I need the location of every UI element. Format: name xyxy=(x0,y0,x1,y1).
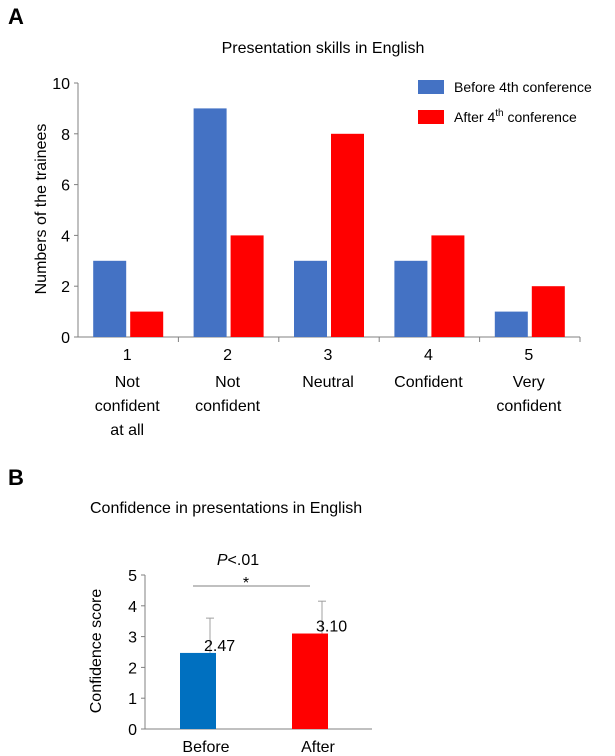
chart-b-data-label: 3.10 xyxy=(316,619,347,636)
chart-b-y-tick-label: 5 xyxy=(128,568,137,585)
chart-b-x-tick-label: After xyxy=(301,739,335,756)
chart-b-p-value: P<.01 xyxy=(217,552,259,569)
chart-a-category-description: confident xyxy=(195,398,260,415)
chart-a-category-description: Not xyxy=(115,374,140,391)
chart-a-category-description: confident xyxy=(496,398,561,415)
chart-a: 0 2 4 6 8 10 1 Not confident at all 2 Not confident 3… xyxy=(52,76,592,439)
panel-b-letter: B xyxy=(8,465,24,490)
chart-a-bar-after-2 xyxy=(230,235,264,337)
chart-a-category-description: Very xyxy=(513,374,545,391)
chart-b-y-tick-label: 3 xyxy=(128,630,137,647)
chart-b-y-tick-label: 1 xyxy=(128,691,137,708)
chart-b-title: Confidence in presentations in English xyxy=(90,500,362,517)
chart-a-x-tick-label: 1 xyxy=(123,347,132,364)
chart-a-y-tick-label: 6 xyxy=(61,178,70,195)
chart-a-bar-before-5 xyxy=(494,311,528,337)
chart-a-title: Presentation skills in English xyxy=(222,40,425,57)
chart-a-legend-label: After 4th conference xyxy=(454,108,577,125)
chart-b-y-tick-label: 2 xyxy=(128,660,137,677)
chart-b-bar-after xyxy=(292,633,328,729)
chart-a-y-axis-label: Numbers of the trainees xyxy=(33,124,50,295)
chart-a-category-description: Neutral xyxy=(302,374,354,391)
chart-b-y-tick-label: 4 xyxy=(128,599,137,616)
chart-a-category-description: at all xyxy=(110,422,144,439)
chart-a-y-tick-label: 2 xyxy=(61,279,70,296)
chart-a-x-tick-label: 2 xyxy=(223,347,232,364)
chart-a-legend-swatch xyxy=(418,110,444,124)
chart-a-bar-after-5 xyxy=(531,286,565,337)
chart-a-y-tick-label: 10 xyxy=(52,76,70,93)
chart-a-legend: Before 4th conference After 4th conferenc… xyxy=(418,79,592,125)
chart-a-bar-before-1 xyxy=(93,260,127,337)
chart-a-y-tick-label: 8 xyxy=(61,127,70,144)
chart-b-x-tick-label: Before xyxy=(182,739,229,756)
chart-b-significance-marker: * xyxy=(243,575,249,592)
chart-a-bar-before-3 xyxy=(294,260,327,337)
chart-a-y-tick-label: 0 xyxy=(61,330,70,347)
chart-b: 0 1 2 3 4 5 2.47 Before 3.10 After P<.01 * xyxy=(128,552,372,756)
chart-a-category-description: Not xyxy=(215,374,240,391)
chart-b-data-label: 2.47 xyxy=(204,638,235,655)
panel-a-letter: A xyxy=(8,4,24,29)
chart-b-y-tick-label: 0 xyxy=(128,722,137,739)
chart-a-legend-label: Before 4th conference xyxy=(454,79,592,95)
chart-a-legend-swatch xyxy=(418,80,444,94)
chart-a-x-tick-label: 3 xyxy=(324,347,333,364)
chart-a-x-tick-label: 5 xyxy=(524,347,533,364)
chart-a-bar-after-3 xyxy=(331,133,364,337)
chart-a-bar-after-4 xyxy=(431,235,465,337)
chart-a-bar-after-1 xyxy=(130,311,164,337)
chart-b-bar-before xyxy=(180,652,216,729)
chart-a-bar-before-4 xyxy=(394,260,428,337)
chart-a-x-tick-label: 4 xyxy=(424,347,433,364)
chart-a-category-description: Confident xyxy=(394,374,463,391)
chart-a-y-tick-label: 4 xyxy=(61,228,70,245)
chart-a-category-description: confident xyxy=(95,398,160,415)
chart-b-y-axis-label: Confidence score xyxy=(88,589,105,714)
chart-a-bar-before-2 xyxy=(193,108,227,338)
